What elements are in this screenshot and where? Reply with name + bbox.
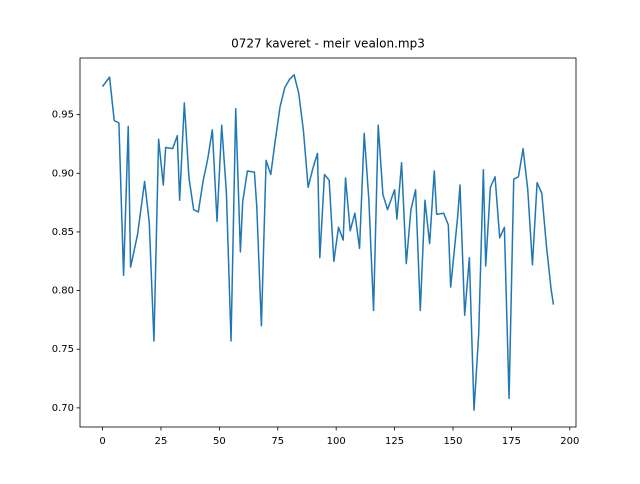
x-tick-label: 200 <box>560 436 579 447</box>
x-tick-label: 125 <box>385 436 404 447</box>
x-tick-label: 175 <box>502 436 521 447</box>
y-tick-label: 0.70 <box>52 403 74 414</box>
x-tick-label: 50 <box>213 436 226 447</box>
line-series <box>101 74 555 411</box>
x-tick-label: 25 <box>155 436 168 447</box>
x-tick-label: 150 <box>443 436 462 447</box>
x-tick-label: 0 <box>99 436 105 447</box>
x-tick-label: 100 <box>327 436 346 447</box>
y-tick-label: 0.85 <box>52 227 74 238</box>
x-tick-label: 75 <box>271 436 284 447</box>
y-tick-label: 0.80 <box>52 286 74 297</box>
y-tick-label: 0.75 <box>52 344 74 355</box>
y-tick-label: 0.95 <box>52 110 74 121</box>
y-tick-label: 0.90 <box>52 168 74 179</box>
plot-frame <box>79 57 577 428</box>
chart-title: 0727 kaveret - meir vealon.mp3 <box>231 37 425 51</box>
